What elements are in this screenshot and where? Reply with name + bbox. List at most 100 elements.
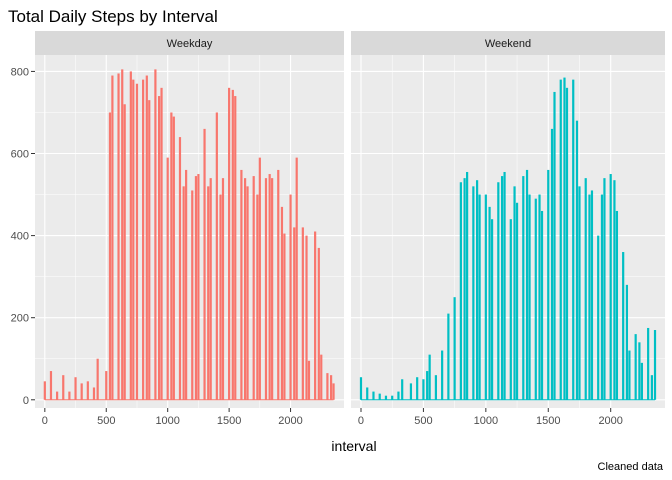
data-bar xyxy=(142,79,145,400)
data-bar xyxy=(62,375,65,400)
data-bar xyxy=(488,206,491,400)
data-bar xyxy=(478,194,481,400)
data-bar xyxy=(528,194,531,400)
data-bar xyxy=(638,342,641,400)
y-tick-label: 800 xyxy=(11,66,29,78)
data-bar xyxy=(197,174,200,400)
data-bar xyxy=(170,112,173,400)
data-bar xyxy=(320,354,323,400)
data-bar xyxy=(228,87,231,400)
data-bar xyxy=(522,176,525,400)
data-bar xyxy=(203,128,206,400)
data-bar xyxy=(459,182,462,400)
data-bar xyxy=(559,79,562,400)
x-tick-label: 0 xyxy=(358,415,364,427)
data-bar xyxy=(428,354,431,400)
x-tick-label: 2000 xyxy=(598,415,622,427)
data-bar xyxy=(92,387,96,400)
x-tick-label: 1500 xyxy=(217,415,241,427)
data-bar xyxy=(191,190,194,400)
data-bar xyxy=(416,377,419,400)
data-bar xyxy=(264,178,268,400)
data-bar xyxy=(640,362,644,400)
x-tick-label: 500 xyxy=(414,415,432,427)
data-bar xyxy=(178,137,182,400)
data-bar xyxy=(135,83,139,400)
data-bar xyxy=(547,169,550,400)
data-bar xyxy=(49,371,53,400)
data-bar xyxy=(497,182,500,400)
x-axis-title: interval xyxy=(331,438,376,454)
data-bar xyxy=(466,171,469,400)
data-bar xyxy=(426,371,429,400)
data-bar xyxy=(289,194,292,400)
data-bar xyxy=(86,381,89,400)
data-bar xyxy=(185,169,188,400)
data-bar xyxy=(613,180,616,400)
data-bar xyxy=(397,391,400,400)
data-bar xyxy=(600,194,604,400)
data-bar xyxy=(145,75,148,400)
data-bar xyxy=(252,176,255,400)
data-bar xyxy=(603,178,606,400)
data-bar xyxy=(305,235,308,400)
data-bar xyxy=(625,284,629,400)
data-bar xyxy=(534,198,537,400)
data-bar xyxy=(243,178,247,400)
data-bar xyxy=(194,176,198,400)
y-axis: 0 200 400 600 800 xyxy=(11,66,35,407)
strip-weekend xyxy=(351,31,665,55)
data-bar xyxy=(572,79,575,400)
data-bar xyxy=(317,247,320,400)
data-bar xyxy=(234,96,237,400)
panel-weekend xyxy=(351,55,665,408)
data-bar xyxy=(307,360,311,400)
data-bar xyxy=(650,375,653,400)
chart-title: Total Daily Steps by Interval xyxy=(8,7,218,26)
strip-label-weekday: Weekday xyxy=(167,38,213,50)
data-bar xyxy=(584,178,587,400)
data-bar xyxy=(277,169,280,400)
data-bar xyxy=(525,169,529,400)
data-bar xyxy=(293,227,296,400)
data-bar xyxy=(578,186,581,400)
data-bar xyxy=(472,186,475,400)
data-bar xyxy=(283,233,286,400)
data-bar xyxy=(280,206,284,400)
data-bar xyxy=(563,77,566,400)
data-bar xyxy=(209,178,212,400)
data-bar xyxy=(246,186,249,400)
data-bar xyxy=(401,379,404,400)
data-bar xyxy=(207,186,210,400)
x-tick-label: 1000 xyxy=(474,415,498,427)
data-bar xyxy=(219,194,222,400)
data-bar xyxy=(231,89,234,400)
data-bar xyxy=(609,174,612,400)
data-bar xyxy=(154,69,157,400)
data-bar xyxy=(80,383,83,400)
data-bar xyxy=(121,69,124,400)
data-bar xyxy=(359,377,363,400)
x-tick-label: 500 xyxy=(97,415,115,427)
data-bar xyxy=(515,202,519,400)
x-axis-weekend: 0 500 1000 1500 2000 xyxy=(358,408,623,427)
data-bar xyxy=(463,178,466,400)
y-tick-label: 600 xyxy=(11,149,29,161)
data-bar xyxy=(326,373,329,400)
data-bar xyxy=(575,120,579,400)
data-bar xyxy=(43,381,46,400)
x-tick-label: 2000 xyxy=(278,415,302,427)
data-bar xyxy=(111,75,114,400)
data-bar xyxy=(475,180,479,400)
data-bar xyxy=(597,235,600,400)
data-bar xyxy=(240,169,243,400)
x-axis-weekday: 0 500 1000 1500 2000 xyxy=(42,408,303,427)
data-bar xyxy=(268,174,271,400)
data-bar xyxy=(422,379,425,400)
data-bar xyxy=(160,87,163,400)
strip-label-weekend: Weekend xyxy=(485,38,531,50)
data-bar xyxy=(295,157,298,400)
data-bar xyxy=(538,194,541,400)
series-weekend xyxy=(359,77,657,401)
